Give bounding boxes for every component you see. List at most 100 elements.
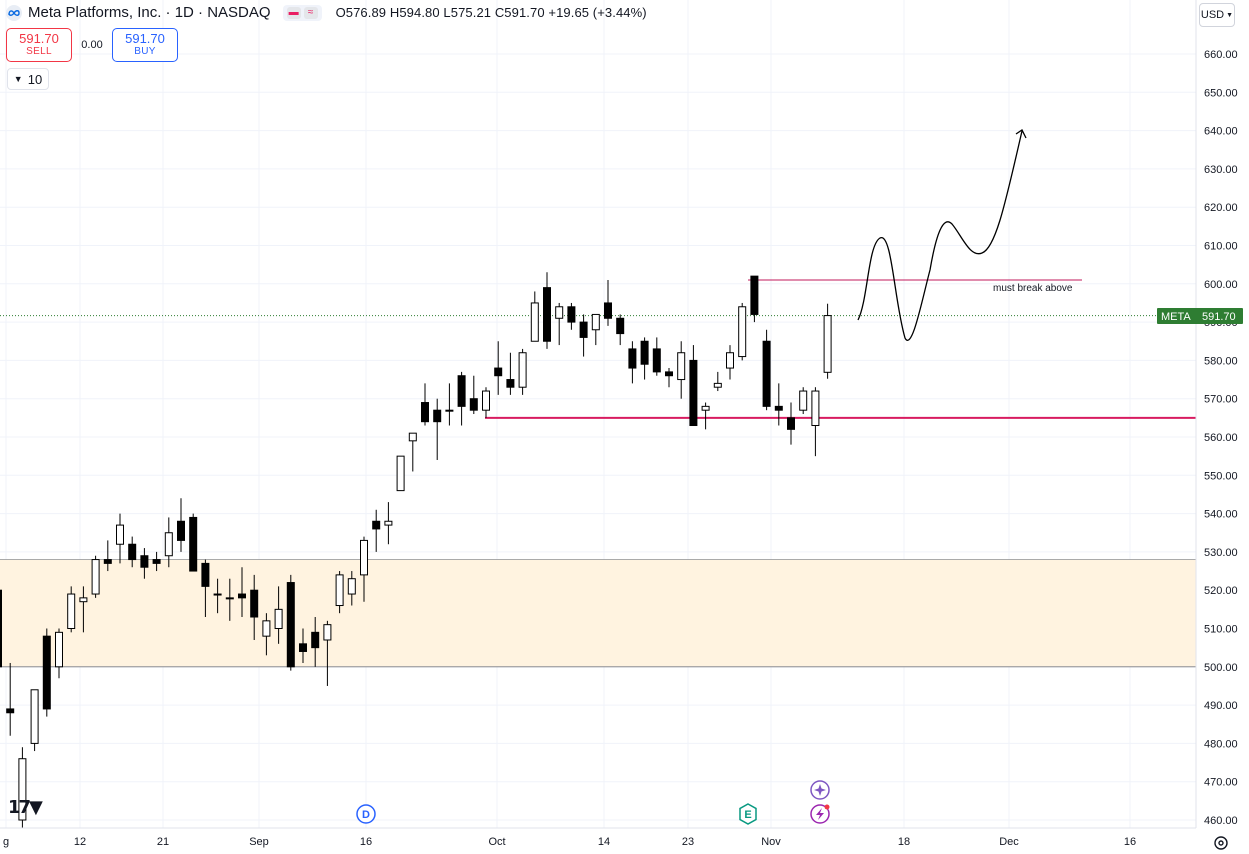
candle[interactable]	[640, 337, 649, 380]
candle[interactable]	[274, 586, 283, 644]
candle[interactable]	[103, 540, 112, 572]
news-marker[interactable]	[810, 804, 830, 824]
candle[interactable]	[433, 398, 442, 460]
time-axis[interactable]: g 12 21 Sep 16 Oct 14 23 Nov 18 Dec 16	[3, 836, 1136, 848]
candle[interactable]	[335, 571, 344, 614]
candle[interactable]	[311, 617, 320, 667]
candle[interactable]	[116, 513, 124, 564]
time-tick: Oct	[488, 836, 505, 848]
candle[interactable]	[799, 387, 808, 415]
demand-zone[interactable]	[0, 559, 1196, 667]
candle[interactable]	[30, 689, 39, 752]
buy-button[interactable]: 591.70 BUY	[112, 28, 178, 62]
sell-button[interactable]: 591.70 SELL	[6, 28, 72, 62]
candle[interactable]	[628, 341, 637, 384]
candle[interactable]	[360, 536, 368, 602]
candle[interactable]	[652, 337, 661, 376]
candle[interactable]	[738, 302, 747, 361]
candle[interactable]	[787, 402, 795, 445]
candle[interactable]	[152, 551, 161, 572]
candle[interactable]	[823, 303, 832, 379]
candle[interactable]	[555, 302, 564, 346]
candle[interactable]	[469, 375, 478, 415]
candle-body	[384, 520, 393, 526]
candle[interactable]	[713, 371, 722, 392]
candle-body	[274, 608, 283, 629]
candle[interactable]	[6, 662, 15, 736]
candle[interactable]	[67, 586, 76, 633]
candle[interactable]	[604, 279, 612, 326]
price-axis[interactable]: 460.00 470.00 480.00 490.00 500.00 510.00 520.…	[1204, 49, 1238, 827]
candle[interactable]	[55, 628, 63, 679]
candle[interactable]	[665, 368, 673, 388]
indicators-toggle[interactable]: ▼ 10	[7, 68, 49, 90]
candle-body	[494, 367, 503, 377]
candle[interactable]	[689, 345, 698, 427]
candle[interactable]	[140, 548, 149, 579]
dividend-marker[interactable]: D	[356, 804, 376, 824]
candle[interactable]	[421, 383, 429, 426]
candle[interactable]	[494, 341, 503, 395]
candle-body	[616, 317, 625, 335]
candle[interactable]	[225, 578, 234, 621]
candle[interactable]	[250, 574, 259, 640]
price-tick: 570.00	[1204, 394, 1238, 406]
candle[interactable]	[0, 583, 2, 679]
candle[interactable]	[530, 291, 539, 342]
candle[interactable]	[518, 348, 527, 395]
candle[interactable]	[189, 513, 198, 572]
earnings-marker[interactable]: E	[739, 803, 757, 825]
candle[interactable]	[726, 345, 734, 380]
candle[interactable]	[323, 620, 332, 686]
candle[interactable]	[482, 387, 490, 418]
candle[interactable]	[543, 272, 551, 349]
candle[interactable]	[201, 559, 210, 618]
candle[interactable]	[299, 628, 307, 663]
candle[interactable]	[567, 302, 576, 330]
candle[interactable]	[396, 455, 405, 492]
candle[interactable]	[457, 371, 466, 426]
symbol-title[interactable]: Meta Platforms, Inc. · 1D · NASDAQ	[28, 4, 271, 21]
currency-selector[interactable]: USD ▼	[1199, 3, 1235, 27]
candle[interactable]	[79, 586, 88, 633]
candle[interactable]	[774, 383, 783, 426]
candle[interactable]	[372, 509, 381, 552]
candle[interactable]	[213, 578, 222, 614]
badge-symbol: META	[1161, 311, 1191, 323]
tradingview-logo-icon[interactable]: 17▼	[8, 797, 43, 818]
candle[interactable]	[616, 314, 625, 346]
annotation-label[interactable]: must break above	[993, 283, 1073, 294]
candle[interactable]	[701, 402, 710, 430]
candle[interactable]	[384, 502, 393, 545]
candle[interactable]	[286, 574, 295, 671]
candle[interactable]	[677, 341, 686, 399]
candle[interactable]	[91, 555, 100, 598]
candle[interactable]	[408, 432, 417, 472]
candle[interactable]	[164, 517, 173, 568]
candle[interactable]	[262, 613, 271, 656]
time-tick: 16	[1124, 836, 1136, 848]
minus-icon[interactable]: ▬	[286, 6, 301, 19]
candle[interactable]	[579, 314, 588, 357]
candle[interactable]	[177, 498, 185, 552]
candle[interactable]	[42, 628, 51, 717]
candle[interactable]	[762, 329, 771, 411]
candle[interactable]	[128, 536, 137, 568]
candle[interactable]	[506, 352, 515, 395]
approx-icon[interactable]: ≈	[303, 6, 318, 19]
candle[interactable]	[811, 387, 820, 457]
settings-icon[interactable]	[1212, 834, 1230, 852]
candle[interactable]	[18, 747, 27, 828]
last-price-badge: META 591.70	[1157, 308, 1243, 324]
candle[interactable]	[445, 383, 454, 426]
candle[interactable]	[750, 275, 759, 323]
price-tick: 500.00	[1204, 662, 1238, 674]
candle-body	[738, 306, 747, 358]
candle[interactable]	[591, 313, 600, 346]
projection-drawing[interactable]	[857, 130, 1023, 341]
candle[interactable]	[347, 571, 356, 606]
candle-body	[347, 578, 356, 595]
candle[interactable]	[238, 567, 246, 618]
ideas-marker[interactable]	[810, 780, 830, 800]
